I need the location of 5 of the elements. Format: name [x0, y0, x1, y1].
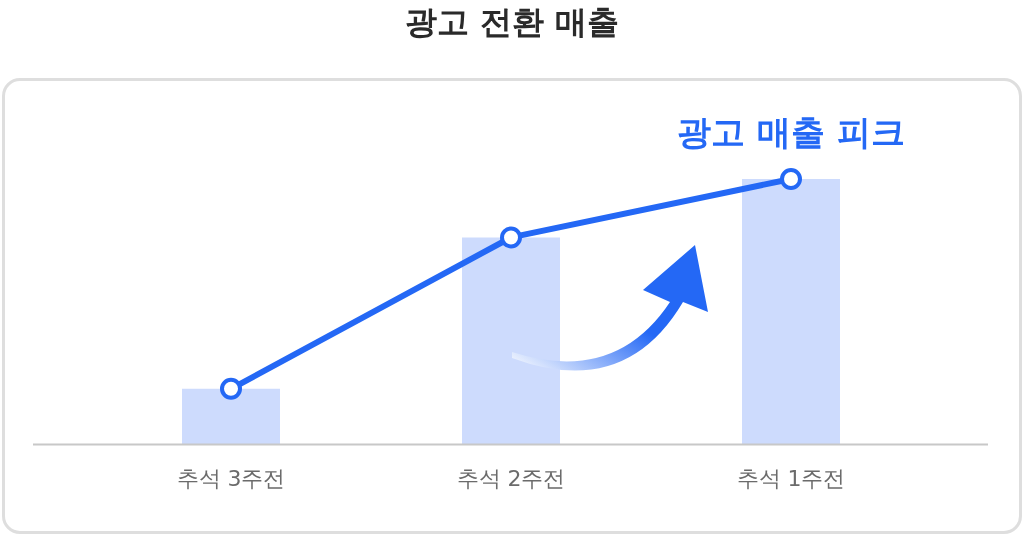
- x-tick-label: 추석 1주전: [736, 465, 846, 491]
- chart-title: 광고 전환 매출: [403, 2, 621, 43]
- annotation: 광고 매출 피크: [677, 111, 905, 152]
- x-tick-label: 추석 2주전: [456, 465, 566, 491]
- x-tick-label: 추석 3주전: [176, 465, 286, 491]
